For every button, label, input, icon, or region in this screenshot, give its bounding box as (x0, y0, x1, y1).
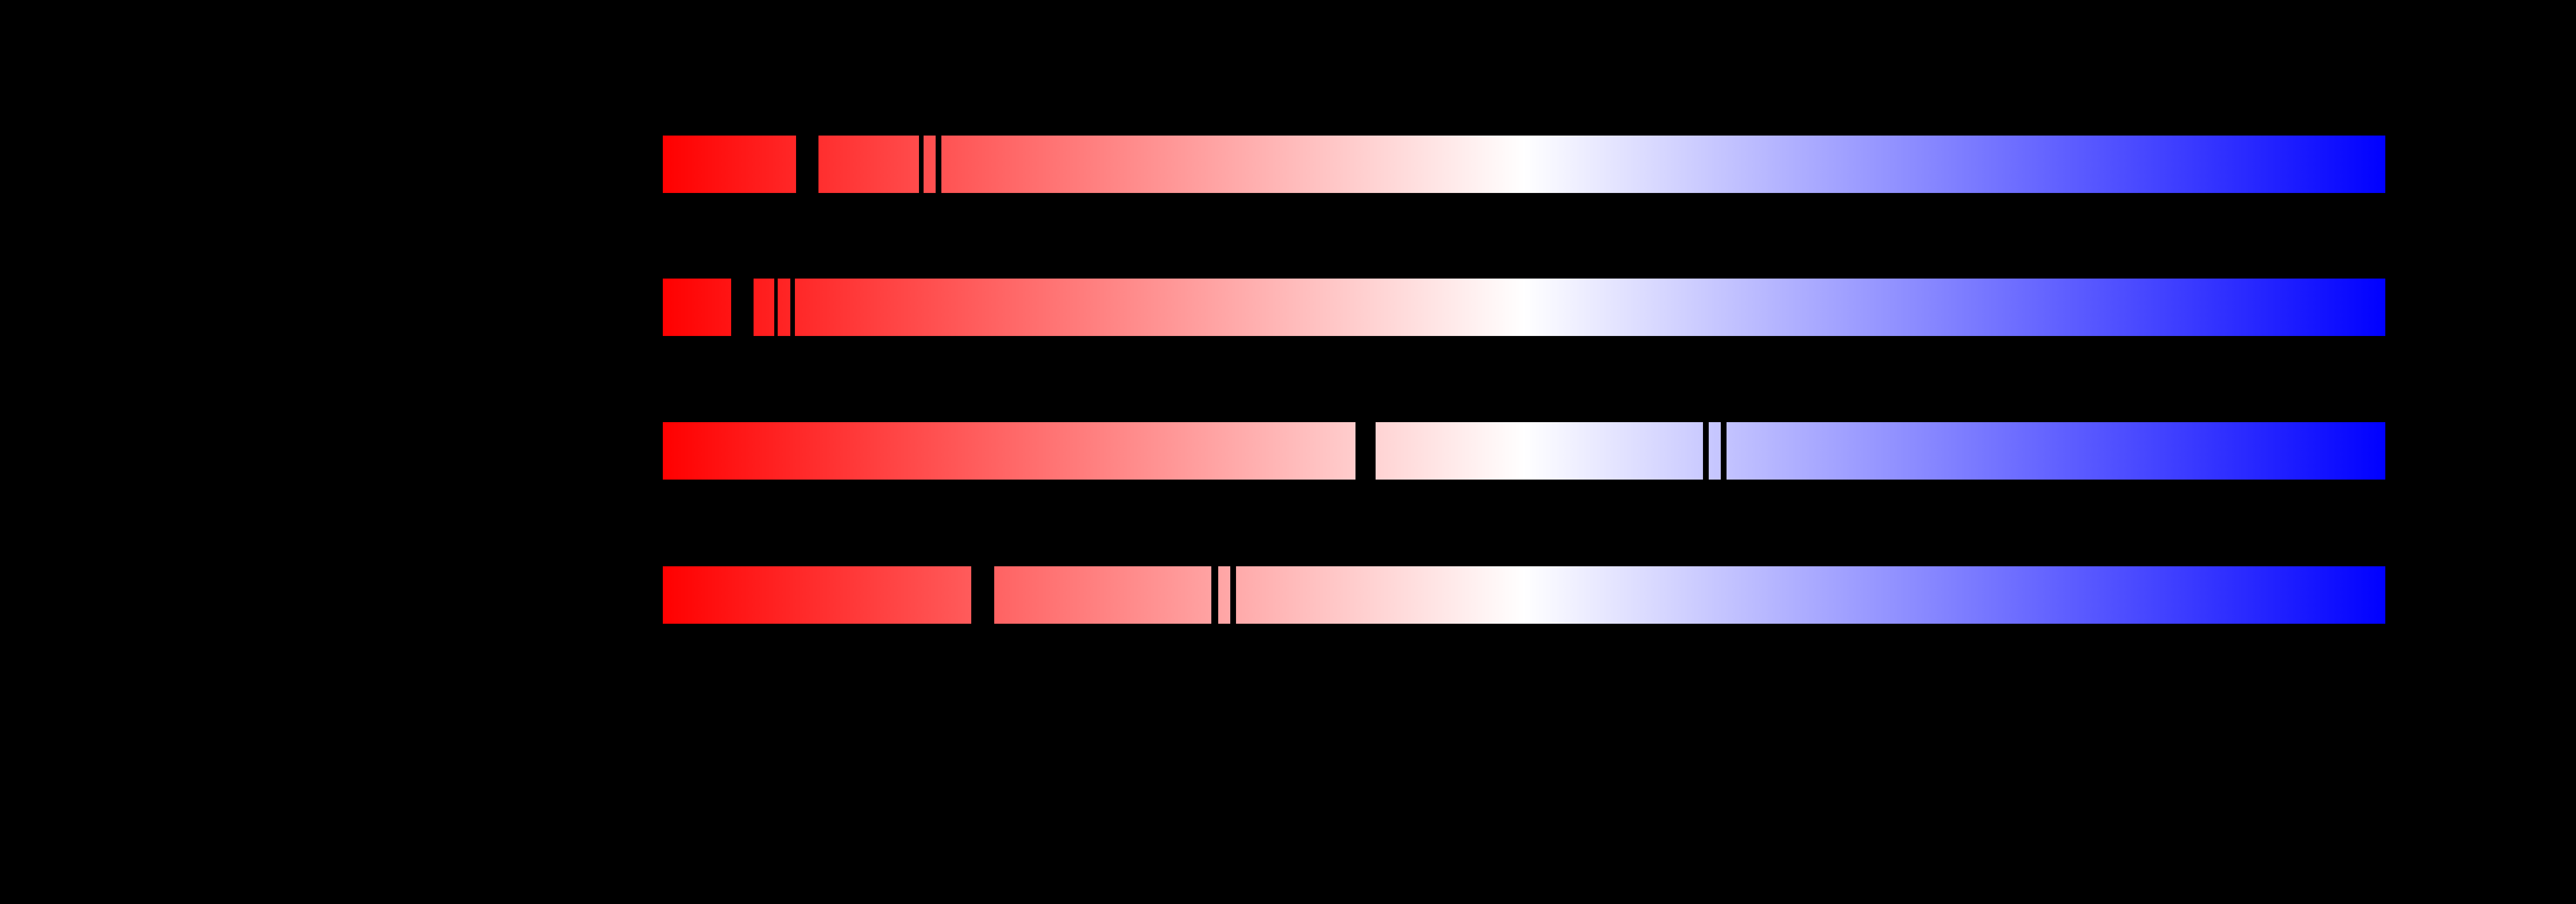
bar-segment (924, 136, 936, 193)
gradient-bar-row-4 (663, 566, 2385, 624)
bar-segment (663, 422, 1355, 480)
gradient-bar-row-1 (663, 136, 2385, 193)
bar-segment (1709, 422, 1721, 480)
bar-segment (754, 279, 774, 336)
bar-segment (1727, 422, 2385, 480)
bar-segment (994, 566, 1211, 624)
bar-segment (663, 136, 796, 193)
gradient-bar-row-2 (663, 279, 2385, 336)
bar-segment (795, 279, 2385, 336)
bar-segment (1218, 566, 1230, 624)
bar-segment (818, 136, 919, 193)
bar-segment (1236, 566, 2385, 624)
bar-segment (663, 279, 731, 336)
bar-segment (778, 279, 790, 336)
bar-segment (941, 136, 2385, 193)
gradient-bar-row-3 (663, 422, 2385, 480)
bar-segment (1376, 422, 1703, 480)
bar-segment (663, 566, 971, 624)
